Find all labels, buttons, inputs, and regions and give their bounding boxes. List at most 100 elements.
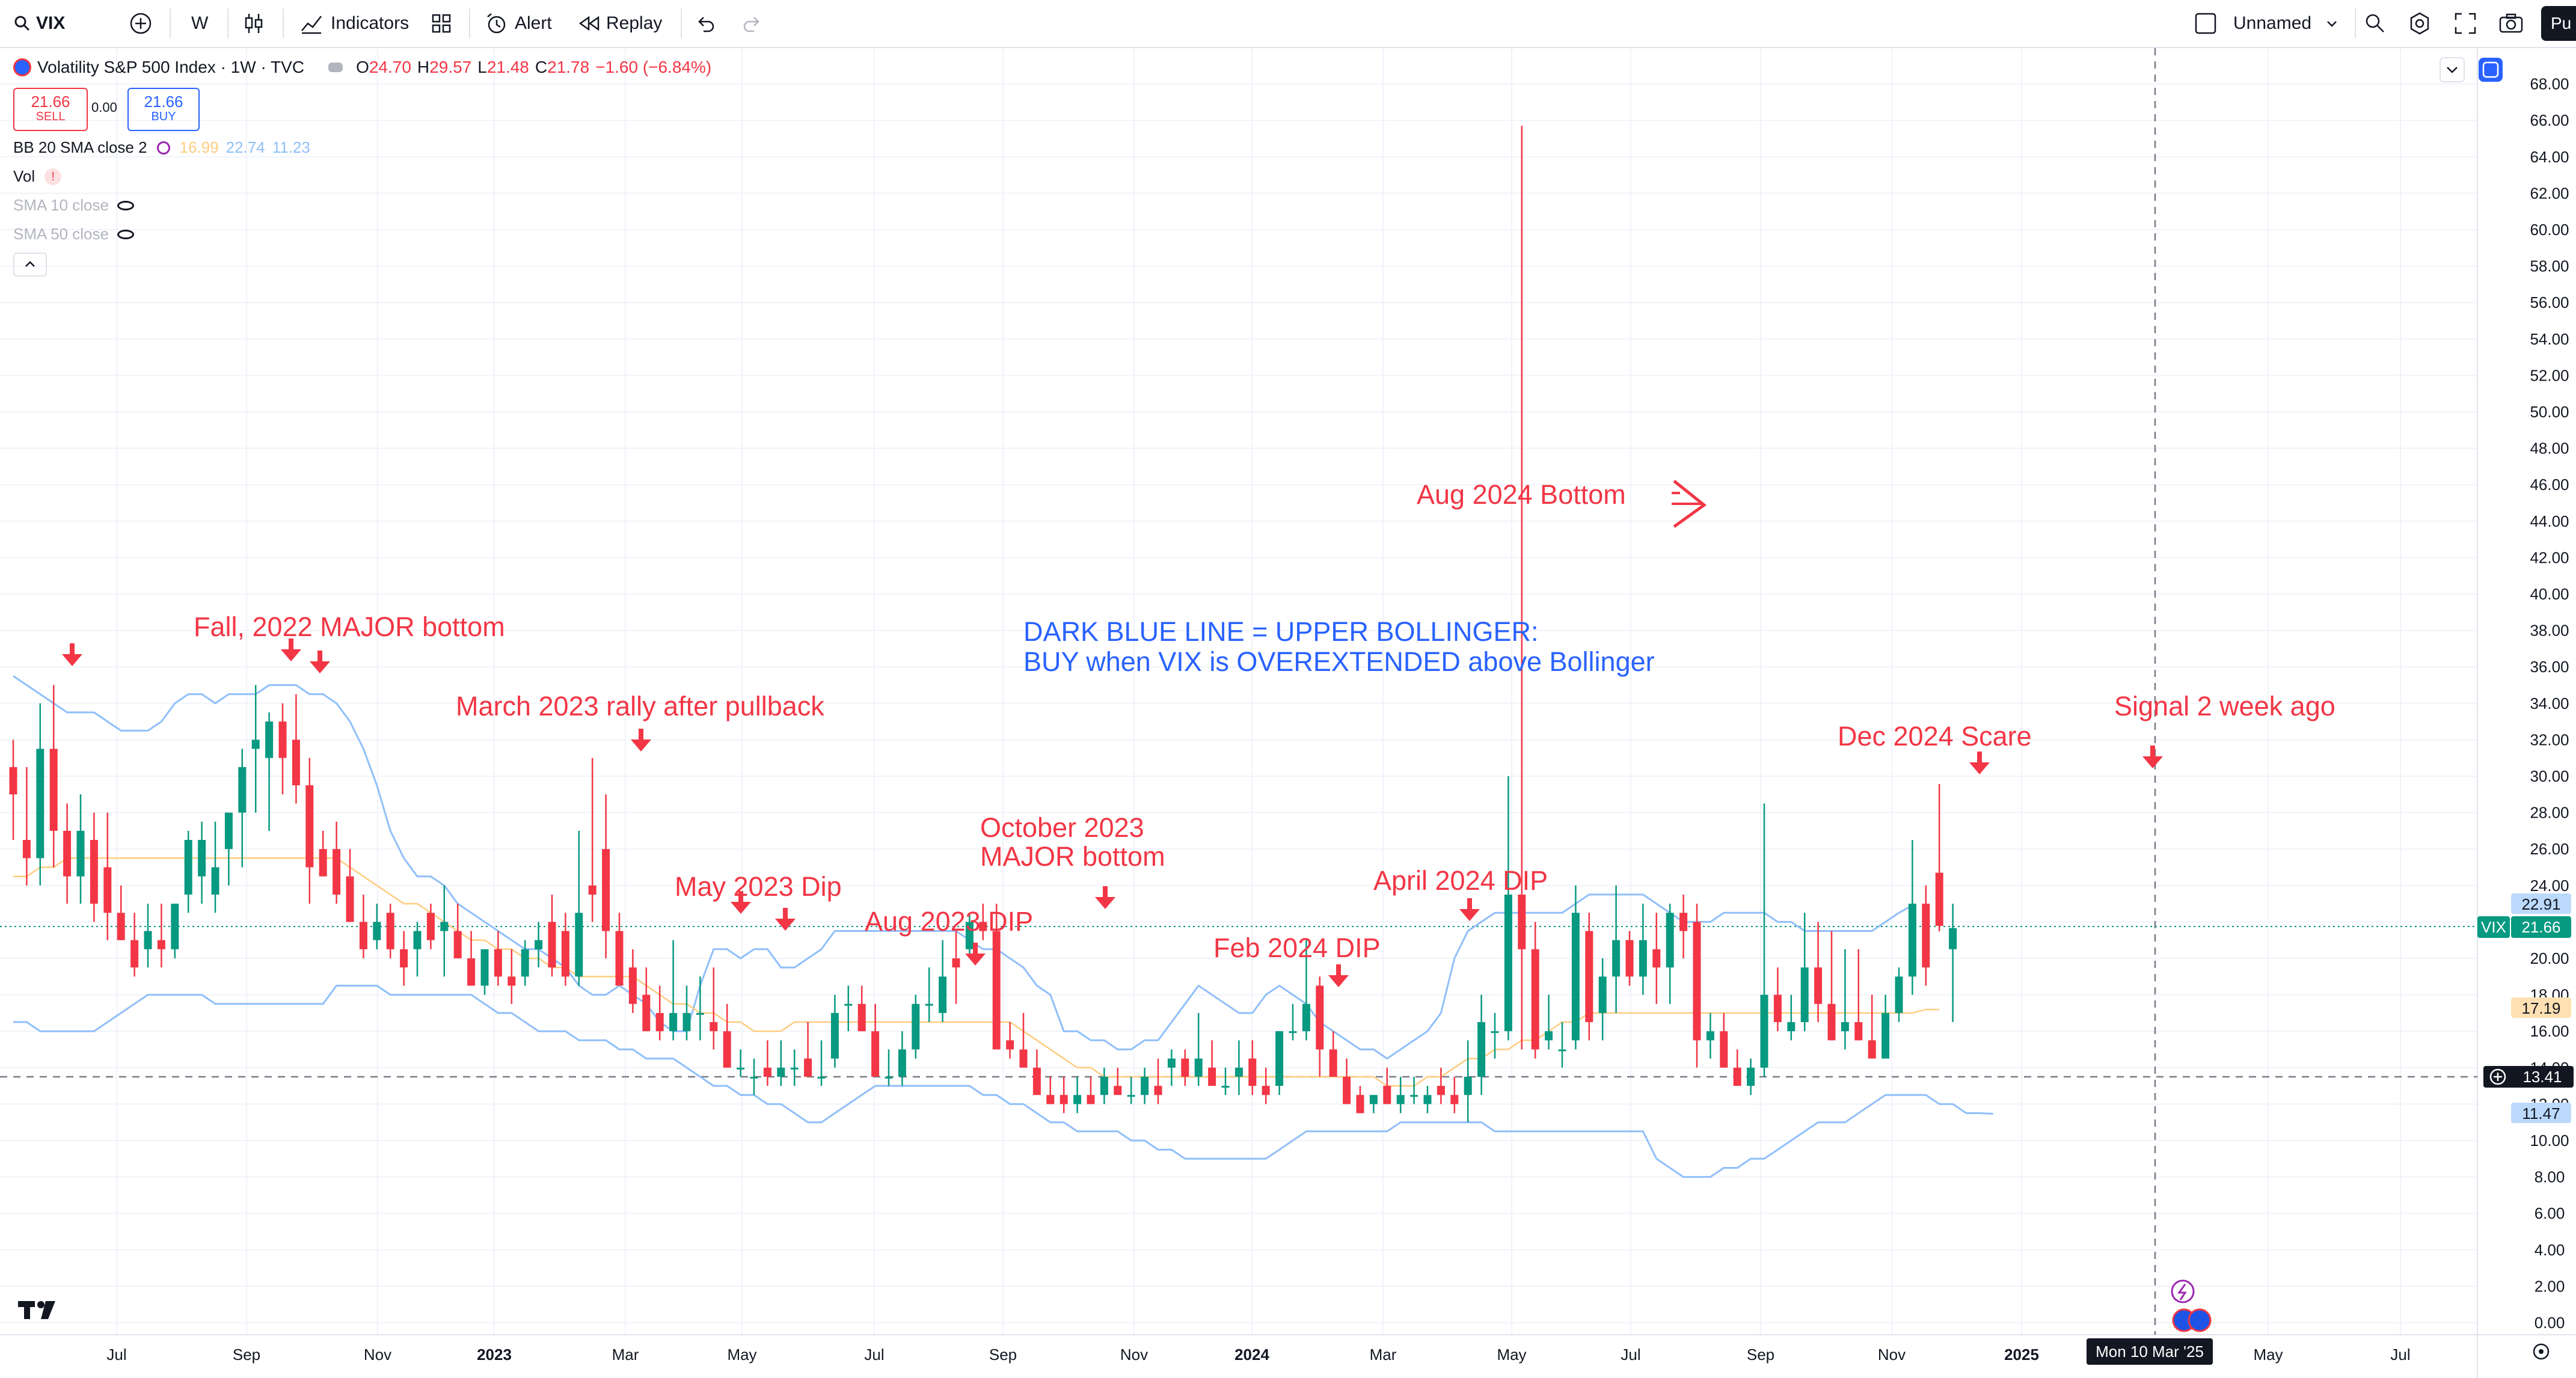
templates-button[interactable] — [431, 0, 452, 47]
candle-body — [1639, 940, 1647, 977]
candle — [1208, 1040, 1216, 1086]
time-tick-label: Sep — [1747, 1346, 1774, 1364]
collapse-legend-button[interactable] — [13, 253, 47, 277]
replay-button[interactable]: Replay — [578, 0, 662, 47]
candle-body — [939, 976, 947, 1013]
last-price-label: 21.66 — [2521, 918, 2560, 936]
interval-button[interactable]: W — [191, 0, 208, 47]
sell-button[interactable]: 21.66 SELL — [13, 88, 88, 131]
candle-body — [857, 1003, 866, 1032]
candle — [871, 1003, 880, 1077]
candle-body — [1396, 1095, 1405, 1104]
candle-body — [494, 949, 502, 977]
candle-body — [925, 1003, 933, 1006]
candle-body — [737, 1067, 745, 1070]
candle-body — [251, 740, 260, 749]
candle — [1410, 1076, 1418, 1104]
candle — [1679, 894, 1688, 958]
bb-legend-row[interactable]: BB 20 SMA close 2 16.99 22.74 11.23 — [13, 138, 310, 157]
buy-button[interactable]: 21.66 BUY — [127, 88, 200, 131]
annotation-signal: Signal 2 week ago — [2114, 691, 2335, 721]
candle-body — [750, 1076, 758, 1079]
alert-button[interactable]: Alert — [485, 0, 552, 47]
candle-body — [36, 749, 44, 859]
price-tick-label: 26.00 — [2530, 840, 2569, 858]
sma50-legend-row[interactable]: SMA 50 close — [13, 225, 134, 243]
candle — [198, 821, 206, 904]
candle — [925, 967, 933, 1023]
candle — [669, 940, 678, 1041]
arrow-head — [1328, 975, 1349, 987]
candle-body — [1046, 1095, 1055, 1104]
bb-basis-value: 16.99 — [179, 138, 219, 156]
candle-body — [655, 1012, 664, 1032]
layout-menu[interactable]: Unnamed — [2194, 0, 2339, 47]
candle — [413, 922, 422, 977]
candle — [426, 904, 435, 949]
price-tick-label: 62.00 — [2530, 184, 2569, 202]
candle-body — [1504, 894, 1512, 1032]
tradingview-logo-icon — [18, 1301, 55, 1319]
sma10-legend-row[interactable]: SMA 10 close — [13, 196, 134, 215]
candle-body — [333, 849, 341, 895]
legend-options-icon[interactable] — [328, 63, 343, 72]
settings-button[interactable] — [2408, 0, 2432, 47]
quick-search-button[interactable] — [2363, 0, 2387, 47]
vol-label: Vol — [13, 167, 35, 185]
candle-body — [1289, 1031, 1297, 1034]
price-tick-label: 30.00 — [2530, 767, 2569, 785]
interval-label: W — [191, 13, 209, 33]
candle — [939, 940, 947, 1023]
candle — [1558, 1022, 1566, 1068]
rewind-icon — [578, 16, 600, 31]
candle — [319, 830, 327, 877]
vol-legend-row[interactable]: Vol ! — [13, 167, 62, 186]
candle-body — [1881, 1012, 1890, 1059]
snapshot-button[interactable] — [2498, 0, 2524, 47]
symbol-search[interactable]: VIX — [13, 0, 65, 47]
fullscreen-button[interactable] — [2453, 0, 2477, 47]
candle-body — [103, 867, 112, 913]
candle — [1181, 1049, 1189, 1086]
price-tick-label: 24.00 — [2530, 877, 2569, 895]
sma10-label: SMA 10 close — [13, 196, 109, 214]
candle — [1666, 904, 1674, 1004]
candle-body — [22, 840, 31, 859]
candle — [508, 949, 516, 1004]
undo-button[interactable] — [695, 0, 717, 47]
candle-body — [1006, 1040, 1014, 1050]
candle-body — [265, 721, 274, 758]
publish-button[interactable]: Pu — [2541, 6, 2576, 41]
candle-body — [1383, 1086, 1391, 1104]
candles — [9, 126, 1957, 1122]
candle-body — [1356, 1095, 1364, 1113]
candle-body — [628, 967, 637, 1004]
redo-button[interactable] — [741, 0, 762, 47]
candle — [1881, 994, 1890, 1059]
candle-body — [1114, 1086, 1122, 1095]
down-arrow-icon — [775, 908, 796, 931]
candle-body — [575, 913, 583, 977]
candle-body — [1141, 1076, 1149, 1095]
candle-body — [1868, 1040, 1876, 1059]
candle-body — [898, 1049, 906, 1077]
candle — [1464, 1040, 1472, 1122]
down-arrow-icon — [2142, 746, 2163, 768]
candle — [130, 913, 139, 977]
candle — [171, 904, 179, 958]
annotation-dec-2024: Dec 2024 Scare — [1838, 721, 2032, 752]
candle — [184, 830, 192, 913]
candle — [1639, 904, 1647, 995]
undo-icon — [698, 17, 714, 32]
arrow-shaft — [317, 651, 322, 664]
candle — [1706, 1012, 1714, 1059]
candle — [1114, 1067, 1122, 1095]
candle — [763, 1040, 771, 1086]
chart-type-button[interactable] — [243, 0, 265, 47]
arrow-head — [281, 649, 301, 661]
price-chart[interactable]: Fall, 2022 MAJOR bottom March 2023 rally… — [0, 48, 2576, 1378]
candle — [615, 913, 624, 986]
time-tick-label: May — [727, 1346, 756, 1364]
compare-symbol-button[interactable] — [129, 0, 153, 47]
indicators-button[interactable]: Indicators — [299, 0, 409, 47]
